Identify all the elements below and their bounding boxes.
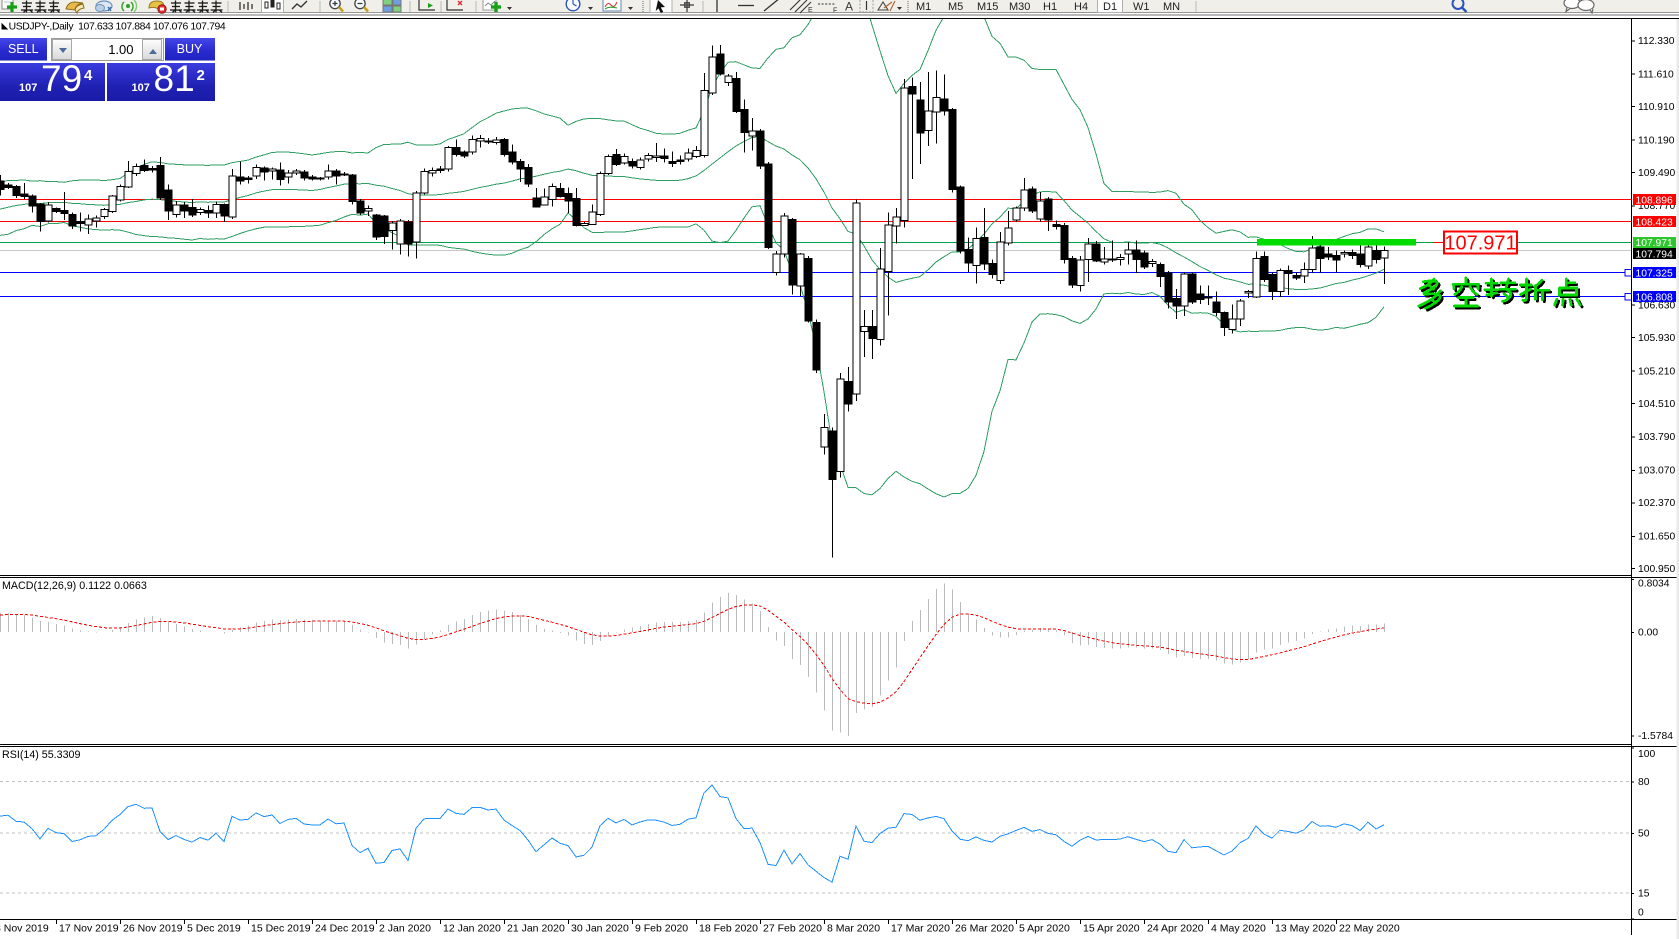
svg-text:105.210: 105.210 xyxy=(1638,366,1675,377)
svg-text:26 Mar 2020: 26 Mar 2020 xyxy=(955,923,1014,935)
svg-text:27 Feb 2020: 27 Feb 2020 xyxy=(763,923,822,935)
svg-text:108.896: 108.896 xyxy=(1636,195,1673,206)
svg-text:F: F xyxy=(833,8,837,15)
svg-text:24 Apr 2020: 24 Apr 2020 xyxy=(1147,923,1204,935)
svg-text:H4: H4 xyxy=(1074,1,1088,13)
svg-text:-1.5784: -1.5784 xyxy=(1638,731,1673,742)
svg-text:0: 0 xyxy=(1638,908,1644,919)
svg-text:107.971: 107.971 xyxy=(1444,233,1516,255)
svg-text:USDJPY-,Daily 107.633 107.884: USDJPY-,Daily 107.633 107.884 107.076 10… xyxy=(9,22,226,33)
svg-text:111.610: 111.610 xyxy=(1638,69,1674,80)
svg-text:103.070: 103.070 xyxy=(1638,466,1675,477)
svg-text:108.770: 108.770 xyxy=(1638,201,1675,212)
svg-text:18 Feb 2020: 18 Feb 2020 xyxy=(699,923,758,935)
svg-text:107.794: 107.794 xyxy=(1636,249,1673,260)
svg-text:RSI(14) 55.3309: RSI(14) 55.3309 xyxy=(2,749,80,761)
svg-text:109.490: 109.490 xyxy=(1638,168,1675,179)
svg-text:8 Nov 2019: 8 Nov 2019 xyxy=(0,923,49,935)
svg-text:MACD(12,26,9) 0.1122 0.0663: MACD(12,26,9) 0.1122 0.0663 xyxy=(2,580,147,592)
svg-text:E: E xyxy=(808,7,813,14)
svg-text:112.330: 112.330 xyxy=(1638,36,1675,47)
svg-text:26 Nov 2019: 26 Nov 2019 xyxy=(123,923,183,935)
svg-text:0.00: 0.00 xyxy=(1638,628,1658,639)
svg-text:2 Jan 2020: 2 Jan 2020 xyxy=(379,923,431,935)
svg-text:107.971: 107.971 xyxy=(1636,238,1673,249)
svg-text:101.650: 101.650 xyxy=(1638,532,1675,543)
svg-text:15: 15 xyxy=(1638,889,1650,900)
svg-text:12 Jan 2020: 12 Jan 2020 xyxy=(443,923,501,935)
svg-text:M15: M15 xyxy=(977,1,998,13)
svg-text:0.8034: 0.8034 xyxy=(1638,579,1670,590)
svg-text:9 Feb 2020: 9 Feb 2020 xyxy=(635,923,688,935)
svg-text:106.630: 106.630 xyxy=(1638,300,1675,311)
svg-text:W1: W1 xyxy=(1133,1,1150,13)
svg-text:15 Apr 2020: 15 Apr 2020 xyxy=(1083,923,1140,935)
svg-text:106.808: 106.808 xyxy=(1636,292,1673,303)
svg-text:24 Dec 2019: 24 Dec 2019 xyxy=(315,923,375,935)
svg-text:MN: MN xyxy=(1163,1,1180,13)
svg-text:A: A xyxy=(845,0,853,14)
svg-text:110.910: 110.910 xyxy=(1638,102,1675,113)
svg-text:8 Mar 2020: 8 Mar 2020 xyxy=(827,923,880,935)
svg-text:107.325: 107.325 xyxy=(1636,268,1673,279)
svg-text:80: 80 xyxy=(1638,777,1650,788)
svg-text:5 Apr 2020: 5 Apr 2020 xyxy=(1019,923,1070,935)
svg-text:17 Mar 2020: 17 Mar 2020 xyxy=(891,923,950,935)
svg-text:M1: M1 xyxy=(916,1,931,13)
svg-text:H1: H1 xyxy=(1043,1,1057,13)
svg-text:102.370: 102.370 xyxy=(1638,498,1675,509)
svg-text:22 May 2020: 22 May 2020 xyxy=(1339,923,1400,935)
svg-text:105.930: 105.930 xyxy=(1638,333,1675,344)
svg-text:21 Jan 2020: 21 Jan 2020 xyxy=(507,923,565,935)
svg-text:M30: M30 xyxy=(1009,1,1030,13)
svg-text:100.950: 100.950 xyxy=(1638,564,1675,575)
svg-text:M5: M5 xyxy=(948,1,963,13)
svg-text:4 May 2020: 4 May 2020 xyxy=(1211,923,1266,935)
svg-text:17 Nov 2019: 17 Nov 2019 xyxy=(59,923,119,935)
svg-text:103.790: 103.790 xyxy=(1638,432,1675,443)
svg-text:15 Dec 2019: 15 Dec 2019 xyxy=(251,923,311,935)
svg-text:5 Dec 2019: 5 Dec 2019 xyxy=(187,923,241,935)
svg-text:104.510: 104.510 xyxy=(1638,399,1675,410)
svg-text:50: 50 xyxy=(1638,829,1650,840)
svg-text:108.423: 108.423 xyxy=(1636,217,1673,228)
svg-text:13 May 2020: 13 May 2020 xyxy=(1275,923,1336,935)
svg-text:D1: D1 xyxy=(1103,1,1117,13)
svg-text:110.190: 110.190 xyxy=(1638,135,1675,146)
svg-text:30 Jan 2020: 30 Jan 2020 xyxy=(571,923,629,935)
svg-text:100: 100 xyxy=(1638,749,1655,760)
